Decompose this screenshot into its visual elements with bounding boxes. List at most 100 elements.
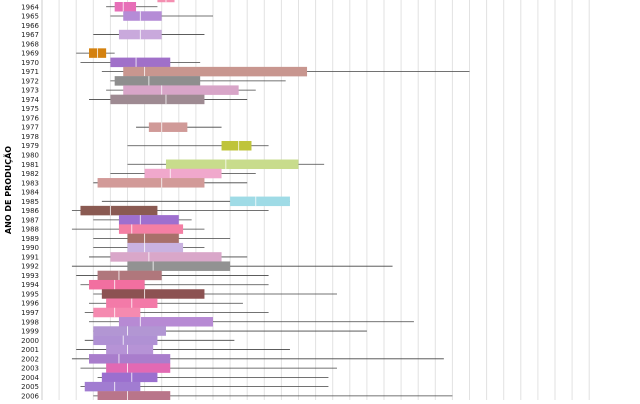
y-tick-label: 1968 (21, 40, 39, 48)
box (110, 57, 171, 68)
y-tick-label: 1963 (21, 0, 39, 2)
box-1963 (157, 0, 175, 3)
y-tick-label: 1986 (21, 207, 39, 215)
box (110, 94, 205, 105)
box-1973 (106, 85, 256, 95)
box-2005 (80, 381, 329, 392)
box (165, 159, 299, 170)
box-1989 (93, 233, 231, 244)
y-tick-label: 1994 (21, 281, 39, 289)
box (148, 122, 188, 132)
box (230, 196, 290, 207)
box (123, 85, 239, 95)
y-tick-label: 1981 (21, 161, 39, 169)
box-1991 (89, 252, 248, 262)
box-1986 (71, 205, 269, 216)
y-tick-label: 1993 (21, 272, 39, 280)
box (93, 307, 141, 318)
box-2001 (76, 344, 290, 355)
box (93, 335, 158, 346)
box (97, 178, 205, 188)
box-1997 (84, 307, 269, 318)
box-2004 (97, 372, 329, 383)
y-tick-label: 1979 (21, 142, 39, 150)
box-1969 (76, 48, 115, 58)
y-tick-label: 1997 (21, 309, 39, 317)
y-tick-label: 1976 (21, 114, 39, 122)
y-tick-label: 1991 (21, 253, 39, 261)
box-2003 (80, 363, 337, 373)
y-tick-label: 2004 (21, 374, 39, 382)
box-1971 (101, 66, 470, 77)
box (118, 224, 184, 234)
y-tick-label: 2006 (21, 392, 39, 400)
y-tick-label: 1982 (21, 170, 39, 178)
box (93, 326, 166, 336)
y-tick-label: 1983 (21, 179, 39, 187)
y-tick-label: 1964 (21, 3, 39, 11)
y-axis-title: ANO DE PRODUÇÃO (3, 146, 13, 234)
box-1982 (110, 168, 256, 179)
y-tick-label: 1988 (21, 226, 39, 234)
box (110, 252, 222, 262)
y-tick-label: 1989 (21, 235, 39, 243)
box (144, 168, 222, 179)
box (80, 205, 158, 216)
y-tick-label: 1966 (21, 22, 39, 30)
y-tick-label: 1987 (21, 216, 39, 224)
y-tick-label: 1995 (21, 290, 39, 298)
box-1985 (101, 196, 290, 207)
box (84, 381, 141, 392)
box-1996 (89, 298, 243, 308)
box (89, 279, 145, 290)
y-tick-label: 1967 (21, 31, 39, 39)
y-tick-label: 1973 (21, 87, 39, 95)
box (114, 76, 201, 86)
y-tick-label: 1972 (21, 77, 39, 85)
y-tick-label: 1999 (21, 328, 39, 336)
box (118, 317, 213, 327)
y-tick-label: 1992 (21, 263, 39, 271)
box (114, 2, 137, 12)
box (101, 289, 205, 299)
box-1974 (89, 94, 248, 105)
box-1979 (127, 140, 269, 151)
box (221, 140, 252, 151)
box-1999 (93, 326, 367, 336)
box (106, 363, 171, 373)
box-1992 (71, 261, 393, 271)
y-tick-label: 1990 (21, 244, 39, 252)
box-1965 (110, 11, 213, 21)
y-tick-label: 1971 (21, 68, 39, 76)
box-1994 (80, 279, 269, 290)
box-1967 (93, 29, 205, 40)
y-tick-label: 1970 (21, 59, 39, 67)
box-2002 (71, 354, 444, 364)
box (127, 233, 179, 244)
box (97, 270, 162, 281)
box-1964 (106, 2, 158, 12)
y-tick-label: 1984 (21, 189, 39, 197)
y-tick-label: 2002 (21, 355, 39, 363)
box (106, 344, 154, 355)
box (123, 66, 308, 77)
y-tick-label: 2005 (21, 383, 39, 391)
box-1990 (93, 242, 205, 253)
box-1988 (71, 224, 205, 234)
y-tick-label: 1996 (21, 300, 39, 308)
box-1972 (110, 76, 286, 86)
box (118, 215, 179, 225)
box (89, 354, 171, 364)
boxes (71, 0, 470, 404)
box-1987 (93, 215, 192, 225)
y-tick-label: 1978 (21, 133, 39, 141)
y-tick-label: 1965 (21, 13, 39, 21)
box-2006 (93, 391, 453, 401)
y-tick-label: 2003 (21, 365, 39, 373)
box-1993 (76, 270, 269, 281)
box (101, 372, 158, 383)
box (97, 391, 171, 401)
